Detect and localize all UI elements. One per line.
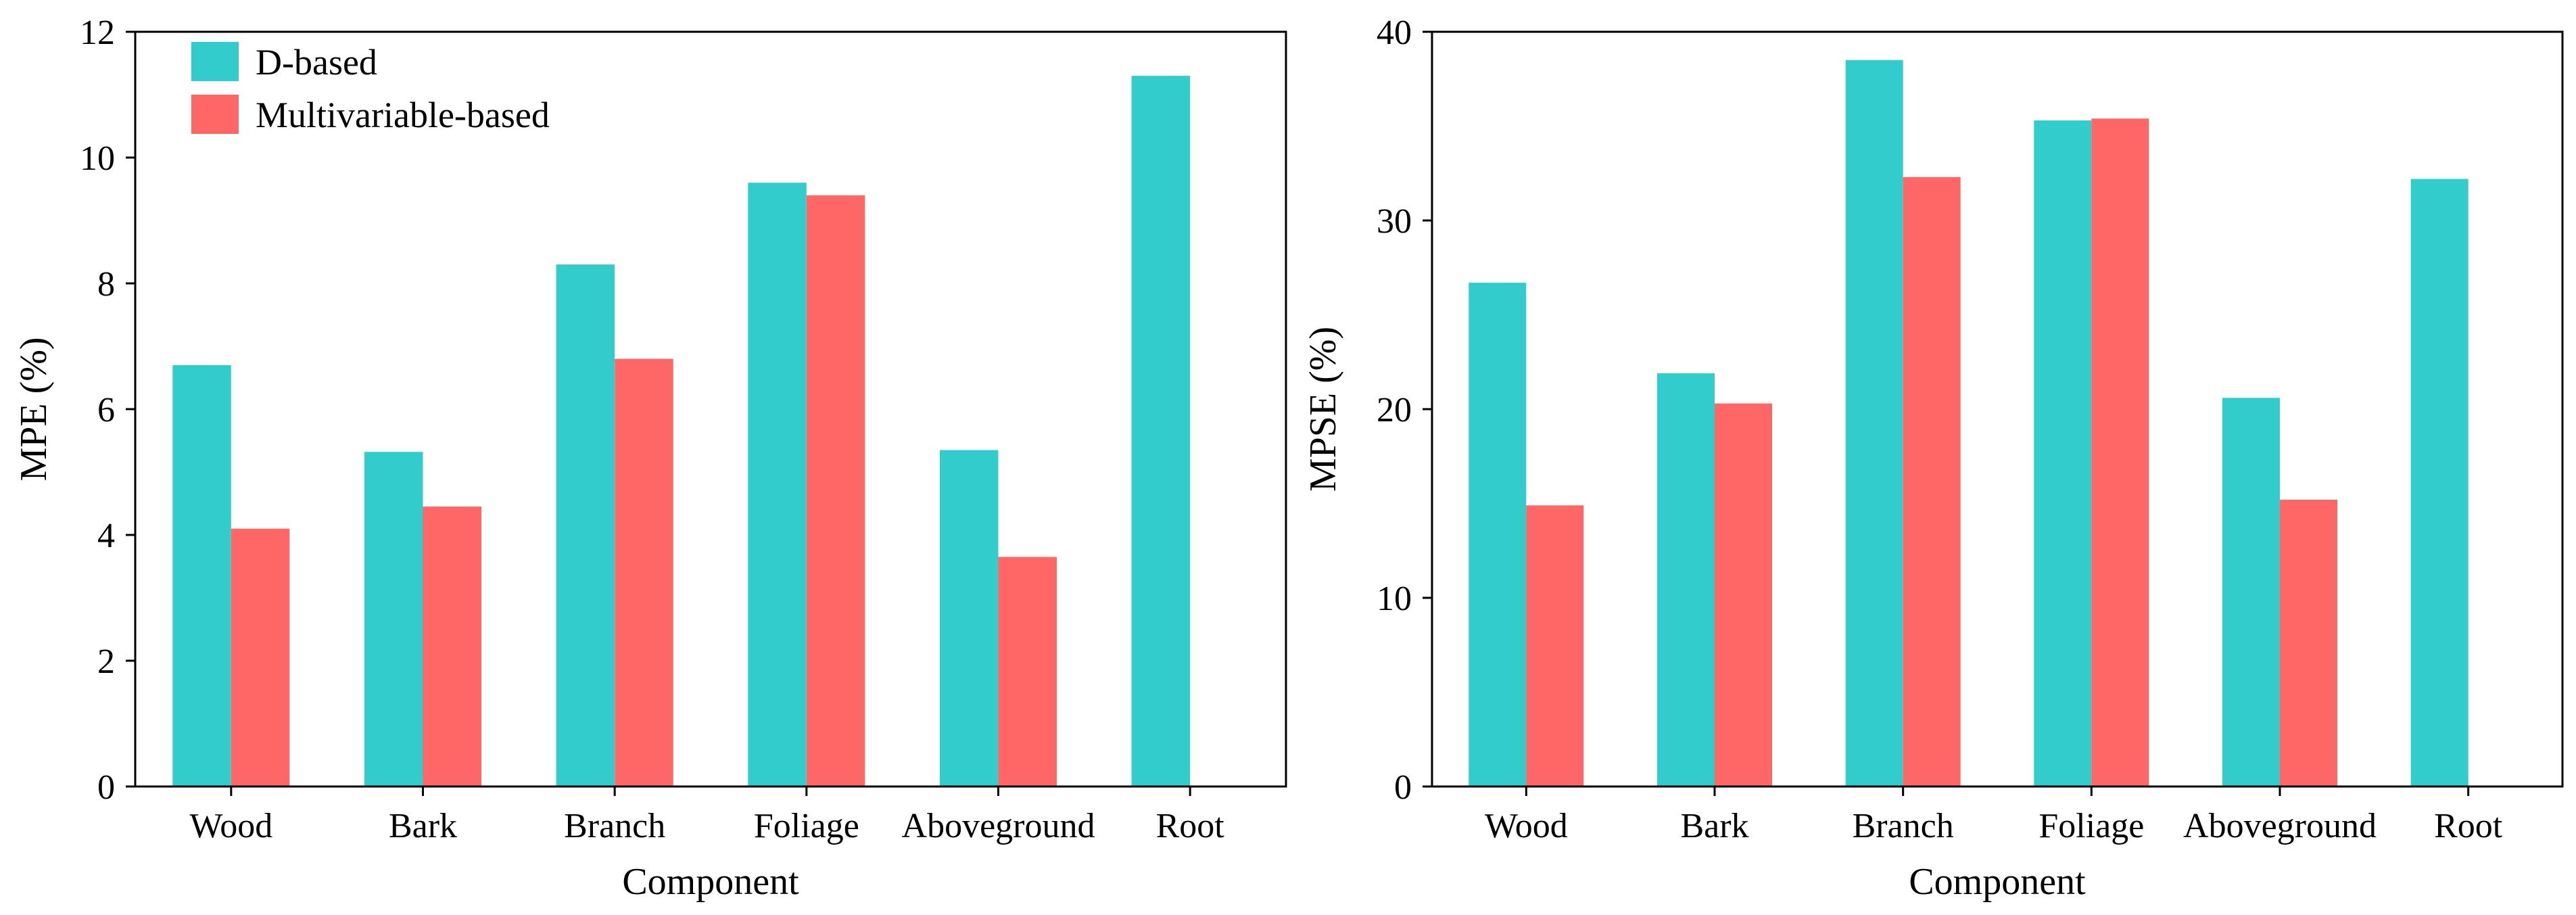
bar-mpse-multivariable-based-wood (1526, 505, 1584, 787)
bar-mpse-multivariable-based-aboveground (2280, 499, 2337, 787)
bar-mpe-multivariable-based-aboveground (998, 557, 1057, 787)
bar-mpe-multivariable-based-bark (423, 507, 481, 787)
x-tick-label-mpse-foliage: Foliage (2038, 807, 2144, 845)
y-tick-label-mpe-8: 8 (97, 265, 115, 304)
x-tick-label-mpe-branch: Branch (564, 807, 665, 845)
y-axis-label-mpse: MPSE (%) (1302, 327, 1344, 492)
bar-mpse-d-based-bark (1657, 373, 1715, 787)
bar-mpse-multivariable-based-bark (1715, 403, 1772, 787)
bar-mpe-d-based-branch (556, 264, 615, 787)
bar-mpse-d-based-branch (1845, 60, 1903, 787)
legend: D-based Multivariable-based (191, 42, 550, 135)
axes-frame-mpse (1431, 30, 2564, 788)
bar-mpse-d-based-aboveground (2222, 398, 2280, 787)
bar-mpse-multivariable-based-branch (1903, 177, 1961, 787)
y-tick-label-mpe-4: 4 (97, 517, 115, 555)
bar-mpe-multivariable-based-branch (615, 358, 673, 787)
x-axis-label-mpe: Component (622, 861, 799, 903)
y-tick-label-mpe-2: 2 (97, 642, 115, 681)
x-tick-label-mpe-wood: Wood (189, 807, 272, 845)
y-tick-label-mpe-10: 10 (80, 139, 115, 178)
bar-mpe-d-based-foliage (748, 183, 807, 787)
x-tick-label-mpse-bark: Bark (1680, 807, 1748, 845)
x-tick-label-mpe-bark: Bark (389, 807, 457, 845)
x-tick-label-mpe-root: Root (1156, 807, 1225, 845)
bar-mpe-multivariable-based-foliage (806, 195, 865, 787)
y-tick-label-mpse-40: 40 (1377, 14, 1412, 52)
x-tick-label-mpe-foliage: Foliage (754, 807, 859, 845)
y-axis-label-mpe: MPE (%) (13, 337, 55, 481)
chart-mpse: Wood Bark Branch Foliage Aboveground Root 0 10 2… (1302, 14, 2564, 903)
y-tick-label-mpse-0: 0 (1394, 768, 1412, 807)
bar-mpe-d-based-root (1131, 76, 1191, 787)
legend-label-d-based: D-based (256, 42, 377, 83)
x-tick-label-mpse-wood: Wood (1485, 807, 1568, 845)
bar-mpe-d-based-wood (172, 365, 231, 787)
axes-frame-mpe (134, 30, 1287, 788)
bar-mpse-d-based-root (2410, 179, 2468, 787)
y-tick-label-mpse-10: 10 (1377, 580, 1412, 618)
y-tick-label-mpe-0: 0 (97, 768, 115, 807)
y-tick-label-mpse-20: 20 (1377, 391, 1412, 429)
x-tick-label-mpse-root: Root (2434, 807, 2503, 845)
x-axis-label-mpse: Component (1909, 861, 2086, 903)
y-tick-label-mpse-30: 30 (1377, 202, 1412, 241)
y-tick-label-mpe-6: 6 (97, 391, 115, 429)
legend-label-multivariable-based: Multivariable-based (256, 95, 550, 135)
bar-mpe-d-based-aboveground (940, 450, 999, 787)
legend-swatch-multivariable-based (191, 95, 239, 134)
x-tick-label-mpe-aboveground: Aboveground (902, 807, 1095, 845)
bar-mpe-d-based-bark (364, 452, 423, 787)
bar-mpse-d-based-wood (1469, 283, 1527, 787)
chart-mpe: Wood Bark Branch Foliage Aboveground Root 0 2 4 6… (13, 14, 1287, 903)
bar-mpe-multivariable-based-wood (231, 528, 290, 787)
bar-mpse-d-based-foliage (2034, 120, 2092, 787)
x-tick-label-mpse-aboveground: Aboveground (2183, 807, 2377, 845)
x-tick-label-mpse-branch: Branch (1853, 807, 1954, 845)
y-tick-label-mpe-12: 12 (80, 14, 115, 52)
legend-swatch-d-based (191, 42, 239, 81)
bar-mpse-multivariable-based-foliage (2091, 118, 2149, 787)
